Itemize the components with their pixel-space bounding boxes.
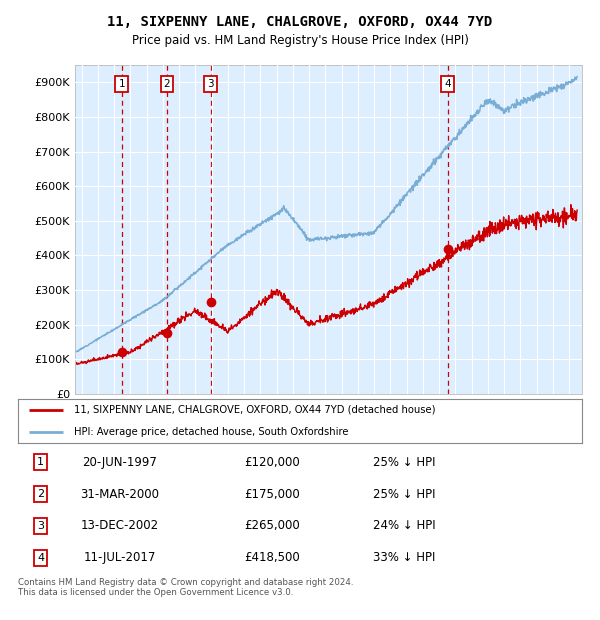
Text: HPI: Average price, detached house, South Oxfordshire: HPI: Average price, detached house, Sout… <box>74 427 349 437</box>
Text: £175,000: £175,000 <box>244 487 299 500</box>
Text: 11-JUL-2017: 11-JUL-2017 <box>83 551 156 564</box>
Text: Contains HM Land Registry data © Crown copyright and database right 2024.
This d: Contains HM Land Registry data © Crown c… <box>18 578 353 597</box>
Text: 4: 4 <box>37 552 44 562</box>
Text: £418,500: £418,500 <box>244 551 299 564</box>
Text: 31-MAR-2000: 31-MAR-2000 <box>80 487 159 500</box>
Text: 25% ↓ HPI: 25% ↓ HPI <box>373 487 436 500</box>
Text: 13-DEC-2002: 13-DEC-2002 <box>80 520 158 533</box>
Text: £120,000: £120,000 <box>244 456 299 469</box>
Text: 20-JUN-1997: 20-JUN-1997 <box>82 456 157 469</box>
Text: 3: 3 <box>208 79 214 89</box>
Text: 2: 2 <box>37 489 44 499</box>
Text: 33% ↓ HPI: 33% ↓ HPI <box>373 551 436 564</box>
Text: 25% ↓ HPI: 25% ↓ HPI <box>373 456 436 469</box>
Text: Price paid vs. HM Land Registry's House Price Index (HPI): Price paid vs. HM Land Registry's House … <box>131 34 469 47</box>
Text: £265,000: £265,000 <box>244 520 299 533</box>
Text: 2: 2 <box>163 79 170 89</box>
Text: 3: 3 <box>37 521 44 531</box>
Text: 24% ↓ HPI: 24% ↓ HPI <box>373 520 436 533</box>
Text: 11, SIXPENNY LANE, CHALGROVE, OXFORD, OX44 7YD: 11, SIXPENNY LANE, CHALGROVE, OXFORD, OX… <box>107 16 493 30</box>
Text: 1: 1 <box>37 458 44 467</box>
Text: 11, SIXPENNY LANE, CHALGROVE, OXFORD, OX44 7YD (detached house): 11, SIXPENNY LANE, CHALGROVE, OXFORD, OX… <box>74 405 436 415</box>
Text: 1: 1 <box>118 79 125 89</box>
Text: 4: 4 <box>445 79 451 89</box>
